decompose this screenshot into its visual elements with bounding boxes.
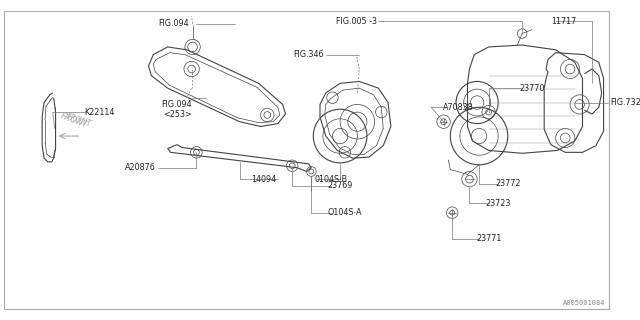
Text: FIG.005 -3: FIG.005 -3 (335, 17, 376, 26)
Text: 23770: 23770 (519, 84, 545, 93)
Text: A005001084: A005001084 (563, 300, 605, 306)
Text: 0104S⋅B: 0104S⋅B (314, 175, 348, 184)
Text: 14094: 14094 (251, 175, 276, 184)
Text: FRONT: FRONT (65, 113, 93, 129)
Circle shape (188, 42, 197, 52)
Text: A70838: A70838 (443, 103, 473, 112)
Text: 23772: 23772 (495, 180, 521, 188)
Text: <253>: <253> (163, 109, 191, 118)
Text: A20876: A20876 (125, 163, 156, 172)
Text: K22114: K22114 (84, 108, 115, 116)
Text: FIG.094: FIG.094 (161, 100, 191, 109)
Text: FIG.346: FIG.346 (293, 50, 324, 59)
Text: FIG.732: FIG.732 (611, 98, 640, 107)
Text: 11717: 11717 (551, 17, 576, 26)
Text: 23723: 23723 (486, 199, 511, 208)
Text: 23771: 23771 (476, 234, 502, 243)
Text: 23769: 23769 (328, 181, 353, 190)
Text: FRONT: FRONT (60, 111, 90, 129)
Text: O104S⋅A: O104S⋅A (328, 208, 362, 217)
Text: FIG.094: FIG.094 (158, 20, 189, 28)
